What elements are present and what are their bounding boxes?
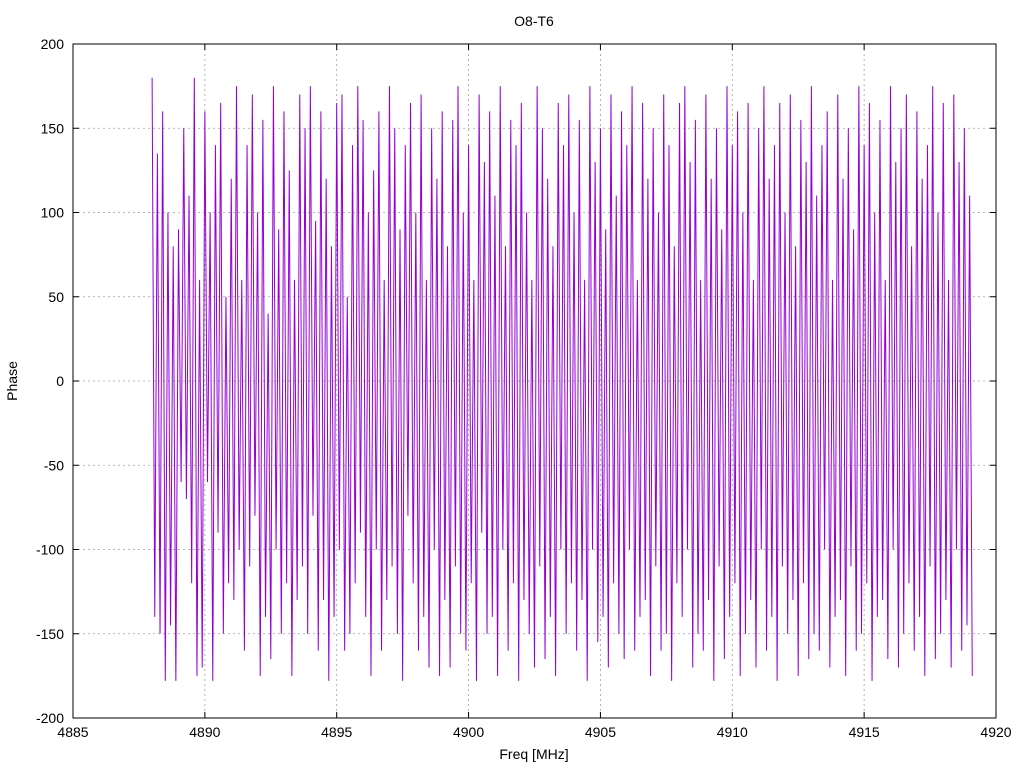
y-tick-label: 50 bbox=[48, 289, 64, 305]
x-tick-label: 4900 bbox=[453, 724, 484, 740]
y-tick-label: 0 bbox=[56, 373, 64, 389]
y-tick-label: -50 bbox=[44, 457, 64, 473]
y-tick-label: -200 bbox=[36, 710, 64, 726]
y-tick-label: -100 bbox=[36, 542, 64, 558]
x-tick-label: 4905 bbox=[585, 724, 616, 740]
x-axis-label: Freq [MHz] bbox=[499, 746, 568, 762]
grid-lines bbox=[73, 44, 996, 718]
axes bbox=[72, 43, 997, 719]
tick-labels: 4885 4890 4895 4900 4905 4910 4915 4920 -200 -150… bbox=[36, 36, 1012, 740]
x-tick-label: 4885 bbox=[57, 724, 88, 740]
y-tick-label: 200 bbox=[41, 36, 65, 52]
x-tick-label: 4895 bbox=[321, 724, 352, 740]
y-tick-label: 100 bbox=[41, 205, 65, 221]
y-tick-label: 150 bbox=[41, 120, 65, 136]
series-phase bbox=[151, 77, 973, 681]
x-tick-label: 4890 bbox=[189, 724, 220, 740]
x-tick-label: 4920 bbox=[980, 724, 1011, 740]
chart-title: O8-T6 bbox=[514, 13, 554, 29]
x-tick-label: 4915 bbox=[849, 724, 880, 740]
y-tick-label: -150 bbox=[36, 626, 64, 642]
x-tick-label: 4910 bbox=[717, 724, 748, 740]
y-axis-label: Phase bbox=[4, 361, 20, 401]
series-line bbox=[151, 77, 973, 681]
